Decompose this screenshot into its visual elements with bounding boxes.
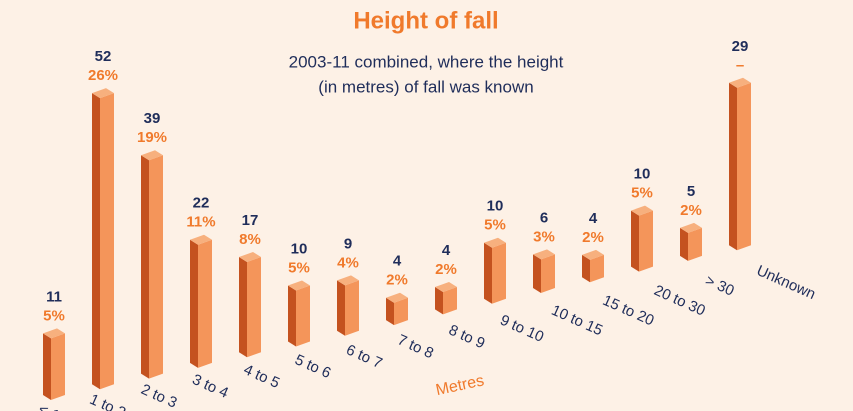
category-label: 10 to 15 xyxy=(549,302,605,340)
percent-label: 8% xyxy=(239,231,261,248)
category-label: 8 to 9 xyxy=(446,322,487,353)
count-label: 4 xyxy=(393,253,402,270)
bar-side xyxy=(533,254,541,293)
category-label: 15 to 20 xyxy=(600,292,656,330)
count-label: 22 xyxy=(193,195,210,212)
bar-front xyxy=(492,242,506,304)
percent-label: – xyxy=(736,57,744,74)
bar-top xyxy=(141,150,163,161)
bar-front xyxy=(296,285,310,347)
count-label: 9 xyxy=(344,235,352,252)
bar-side xyxy=(239,257,247,358)
bar-top xyxy=(680,222,702,233)
bar-top xyxy=(435,282,457,292)
count-label: 10 xyxy=(487,198,504,215)
bar-top xyxy=(337,275,359,286)
bar-top xyxy=(484,237,506,248)
percent-label: 5% xyxy=(43,307,65,324)
count-label: 4 xyxy=(589,210,598,227)
bar-side xyxy=(43,333,51,400)
bar-side xyxy=(680,227,688,261)
category-label: > 30 xyxy=(703,272,737,300)
category-label: 4 to 5 xyxy=(241,361,282,392)
percent-label: 5% xyxy=(484,217,506,234)
percent-label: 4% xyxy=(337,254,359,271)
percent-label: 5% xyxy=(631,185,653,202)
percent-label: 2% xyxy=(680,202,702,219)
bar-top xyxy=(239,252,261,262)
bar-top xyxy=(288,280,310,291)
category-label: Unknown xyxy=(754,262,818,303)
bar-top xyxy=(43,328,65,339)
bar-side xyxy=(386,297,394,326)
category-label: 9 to 10 xyxy=(497,312,546,346)
bar-top xyxy=(92,88,114,99)
chart-title: Height of fall xyxy=(353,7,498,34)
percent-label: 11% xyxy=(186,214,215,231)
category-label: 7 to 8 xyxy=(395,331,436,362)
count-label: 6 xyxy=(540,209,548,226)
bar-side xyxy=(484,242,492,304)
bar-front xyxy=(394,297,408,326)
bar-side xyxy=(729,82,737,251)
subtitle: 2003-11 combined, where the height xyxy=(289,52,564,71)
category-label: 3 to 4 xyxy=(190,371,231,402)
count-label: 17 xyxy=(242,212,259,229)
bar-top xyxy=(631,205,653,216)
bar-front xyxy=(541,254,555,293)
bar-side xyxy=(337,280,345,336)
bar-front xyxy=(639,210,653,272)
count-label: 4 xyxy=(442,242,451,259)
category-label: 6 to 7 xyxy=(344,341,385,372)
bar-front xyxy=(149,155,163,379)
count-label: 10 xyxy=(291,240,308,257)
bar-front xyxy=(443,287,457,315)
percent-label: 5% xyxy=(288,259,310,276)
x-axis-label: Metres xyxy=(434,372,485,399)
percent-label: 2% xyxy=(435,261,457,278)
bar-top xyxy=(582,249,604,260)
count-label: 29 xyxy=(732,38,749,55)
bar-side xyxy=(288,285,296,347)
bar-side xyxy=(631,210,639,272)
bar-side xyxy=(582,254,590,283)
bar-front xyxy=(590,254,604,283)
bar-front xyxy=(51,333,65,400)
percent-label: 3% xyxy=(533,228,555,245)
count-label: 52 xyxy=(95,48,112,65)
bar-top xyxy=(190,234,212,245)
percent-label: 2% xyxy=(582,229,604,246)
bar-front xyxy=(345,280,359,336)
category-label: 1 to 2 xyxy=(87,391,128,411)
percent-label: 19% xyxy=(137,129,167,146)
count-label: 39 xyxy=(144,110,161,127)
bar-front xyxy=(737,82,751,251)
bar-side xyxy=(141,155,149,379)
bar-front xyxy=(247,257,261,358)
category-label: 2 to 3 xyxy=(138,381,179,411)
bar-side xyxy=(92,93,100,390)
bar-front xyxy=(198,239,212,368)
bar-front xyxy=(688,227,702,261)
bar-front xyxy=(100,93,114,390)
percent-label: 2% xyxy=(386,272,408,289)
count-label: 5 xyxy=(687,183,695,200)
percent-label: 26% xyxy=(88,67,118,84)
bar-top xyxy=(729,77,751,88)
bar-top xyxy=(386,292,408,303)
bar-side xyxy=(190,239,198,368)
subtitle: (in metres) of fall was known xyxy=(318,77,533,96)
bar-side xyxy=(435,287,443,315)
category-label: 20 to 30 xyxy=(651,282,707,320)
count-label: 11 xyxy=(46,288,62,305)
bar-top xyxy=(533,249,555,260)
category-label: < 1 xyxy=(36,401,62,411)
category-label: 5 to 6 xyxy=(292,351,333,382)
count-label: 10 xyxy=(634,166,651,183)
